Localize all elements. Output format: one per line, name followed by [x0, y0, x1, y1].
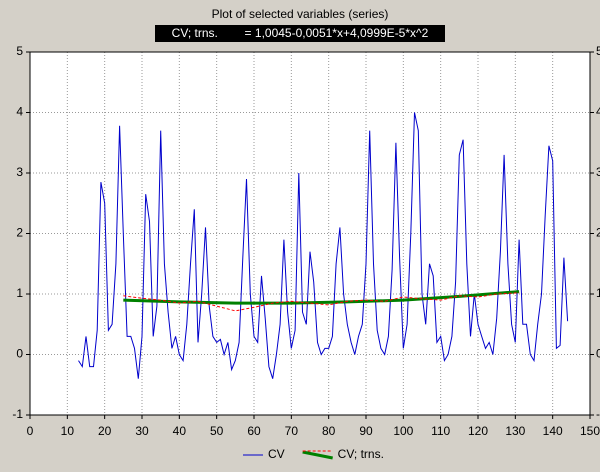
series-line — [123, 292, 520, 312]
series-line — [78, 112, 569, 379]
y-tick-label: 1 — [16, 286, 23, 300]
x-tick-label: 150 — [580, 424, 600, 438]
x-tick-label: 40 — [173, 424, 187, 438]
y-tick-label: 3 — [596, 165, 600, 179]
y-tick-label: 3 — [16, 165, 23, 179]
x-tick-label: 20 — [98, 424, 112, 438]
y-tick-label: 0 — [16, 347, 23, 361]
y-tick-label: 5 — [596, 44, 600, 58]
x-tick-label: 10 — [61, 424, 75, 438]
legend-label: CV; trns. — [338, 447, 384, 461]
y-tick-label: -1 — [12, 407, 23, 421]
x-tick-label: 60 — [247, 424, 261, 438]
plot-border — [29, 51, 591, 416]
x-tick-label: 120 — [468, 424, 488, 438]
legend-swatch — [302, 450, 333, 460]
y-tick-label: 4 — [16, 105, 23, 119]
y-tick-label: 2 — [596, 226, 600, 240]
x-tick-label: 110 — [431, 424, 450, 438]
x-tick-label: 70 — [285, 424, 299, 438]
x-tick-label: 30 — [135, 424, 149, 438]
x-tick-label: 80 — [322, 424, 336, 438]
y-tick-label: 5 — [16, 44, 23, 58]
subtitle-box — [155, 25, 445, 42]
y-tick-label: 2 — [16, 226, 23, 240]
x-tick-label: 50 — [210, 424, 224, 438]
x-tick-label: 140 — [543, 424, 563, 438]
chart-title: Plot of selected variables (series) — [212, 7, 389, 21]
x-tick-label: 100 — [393, 424, 413, 438]
y-tick-label: 1 — [596, 286, 600, 300]
x-tick-label: 130 — [505, 424, 525, 438]
subtitle: CV; trns. = 1,0045-0,0051*x+4,0999E-5*x^… — [172, 26, 429, 40]
x-tick-label: 90 — [359, 424, 373, 438]
y-tick-label: 4 — [596, 105, 600, 119]
y-tick-label: -1 — [596, 407, 600, 421]
x-tick-label: 0 — [27, 424, 34, 438]
y-tick-label: 0 — [596, 347, 600, 361]
legend-label: CV — [268, 447, 285, 461]
